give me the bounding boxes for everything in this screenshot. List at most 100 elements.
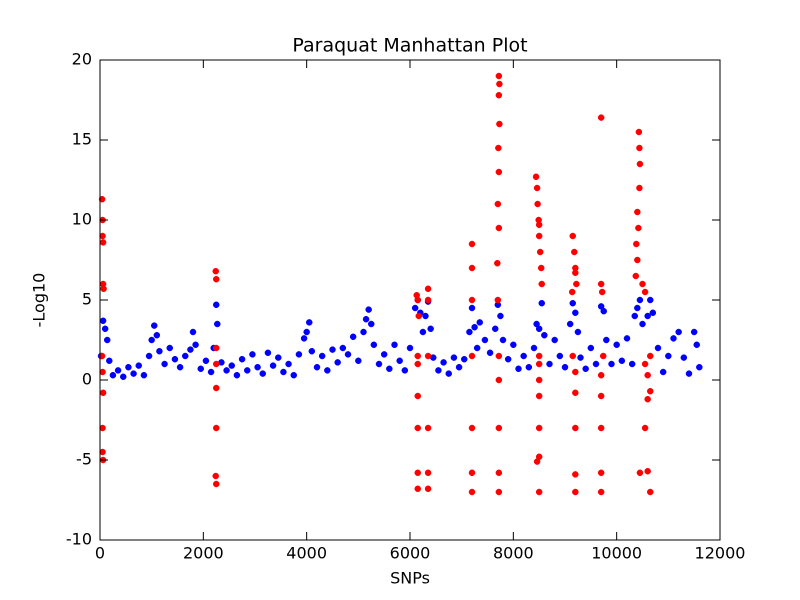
point [572, 368, 579, 376]
point [569, 299, 576, 307]
point [424, 485, 432, 493]
point [324, 367, 331, 374]
point [171, 355, 179, 363]
point [641, 360, 649, 368]
point [468, 352, 476, 360]
point [696, 363, 703, 371]
point [233, 371, 241, 379]
point [285, 360, 292, 368]
point [440, 359, 447, 366]
point [535, 232, 543, 240]
point [603, 336, 610, 344]
point [693, 341, 700, 349]
point [176, 363, 184, 371]
point [264, 349, 272, 357]
point [572, 488, 579, 496]
point [424, 424, 432, 432]
point [344, 351, 352, 358]
point [422, 312, 429, 320]
x-tick-label: 6000 [390, 544, 431, 563]
point [515, 365, 522, 373]
y-tick-label: -10 [66, 530, 92, 549]
point [99, 239, 107, 246]
point [238, 355, 246, 363]
point [636, 296, 644, 304]
point [98, 352, 106, 360]
point [120, 373, 127, 381]
point [641, 424, 649, 432]
point [572, 269, 579, 277]
point [419, 328, 427, 336]
point [600, 307, 607, 315]
point [525, 363, 533, 371]
point [561, 363, 569, 371]
point [592, 360, 600, 368]
point [654, 344, 662, 352]
point [473, 344, 481, 352]
point [135, 362, 142, 369]
point [99, 389, 107, 397]
point [495, 144, 502, 152]
y-tick-label: 10 [72, 210, 92, 229]
point [597, 371, 605, 379]
point [334, 359, 341, 366]
point [582, 365, 589, 373]
point [533, 184, 541, 192]
point [659, 368, 667, 376]
chart-title: Paraquat Manhattan Plot [292, 35, 527, 57]
point [504, 355, 512, 363]
point [308, 347, 316, 355]
point [535, 360, 543, 368]
point [259, 370, 266, 377]
point [481, 336, 489, 344]
point [636, 160, 644, 168]
point [370, 341, 378, 349]
y-tick-label: 0 [82, 370, 92, 389]
point [647, 387, 654, 395]
point [639, 280, 646, 288]
point [140, 371, 148, 379]
point [98, 195, 106, 203]
point [597, 280, 605, 288]
point [368, 320, 375, 328]
point [468, 469, 476, 477]
point [636, 469, 644, 477]
point [269, 362, 277, 369]
point [573, 280, 580, 288]
point [455, 363, 463, 371]
point [680, 354, 688, 361]
point [461, 355, 468, 363]
point [151, 322, 158, 329]
point [538, 299, 545, 307]
point [202, 357, 210, 365]
point [644, 467, 651, 475]
y-tick-label: 5 [82, 290, 92, 309]
point [414, 360, 421, 368]
point [213, 384, 220, 392]
y-tick-label: -5 [76, 450, 92, 469]
point [414, 485, 421, 493]
point [535, 376, 543, 384]
point [249, 351, 256, 358]
point [109, 371, 117, 379]
point [675, 328, 682, 336]
point [192, 341, 199, 349]
point [628, 360, 636, 368]
point [424, 285, 432, 293]
point [471, 323, 478, 331]
point [495, 469, 503, 477]
point [414, 469, 421, 477]
point [212, 267, 219, 275]
point [213, 424, 220, 432]
point [496, 80, 503, 88]
point [106, 357, 113, 365]
point [572, 471, 579, 478]
point [414, 392, 421, 400]
point [300, 335, 308, 342]
point [197, 365, 204, 373]
point [574, 328, 582, 336]
point [365, 306, 372, 313]
point [685, 370, 693, 377]
x-tick-label: 4000 [286, 544, 327, 563]
